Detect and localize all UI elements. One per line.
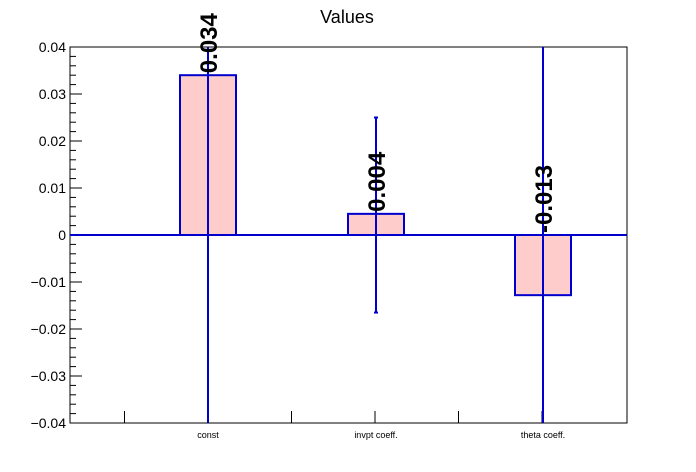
y-tick-label: 0.04 bbox=[39, 39, 66, 55]
y-tick-label: 0.01 bbox=[39, 180, 66, 196]
y-tick-label: −0.01 bbox=[31, 274, 67, 290]
error-bars bbox=[207, 47, 544, 423]
x-axis: const invpt coeff. theta coeff. bbox=[124, 411, 565, 440]
x-category-label: const bbox=[197, 430, 219, 440]
value-labels: 0.034 0.004 -0.013 bbox=[196, 12, 558, 233]
y-tick-label: −0.02 bbox=[31, 321, 67, 337]
y-tick-label: 0 bbox=[58, 227, 66, 243]
chart-title: Values bbox=[320, 7, 374, 27]
y-tick-label: 0.02 bbox=[39, 133, 66, 149]
value-label: 0.004 bbox=[364, 151, 391, 212]
x-category-label: invpt coeff. bbox=[354, 430, 397, 440]
y-tick-label: −0.03 bbox=[31, 368, 67, 384]
x-category-label: theta coeff. bbox=[521, 430, 565, 440]
value-label: 0.034 bbox=[196, 12, 223, 73]
value-label: -0.013 bbox=[531, 165, 558, 233]
y-axis: −0.04 −0.03 −0.02 −0.01 0 0.01 0.02 0.03 0.04 bbox=[31, 39, 82, 431]
y-tick-label: −0.04 bbox=[31, 415, 67, 431]
y-tick-label: 0.03 bbox=[39, 86, 66, 102]
